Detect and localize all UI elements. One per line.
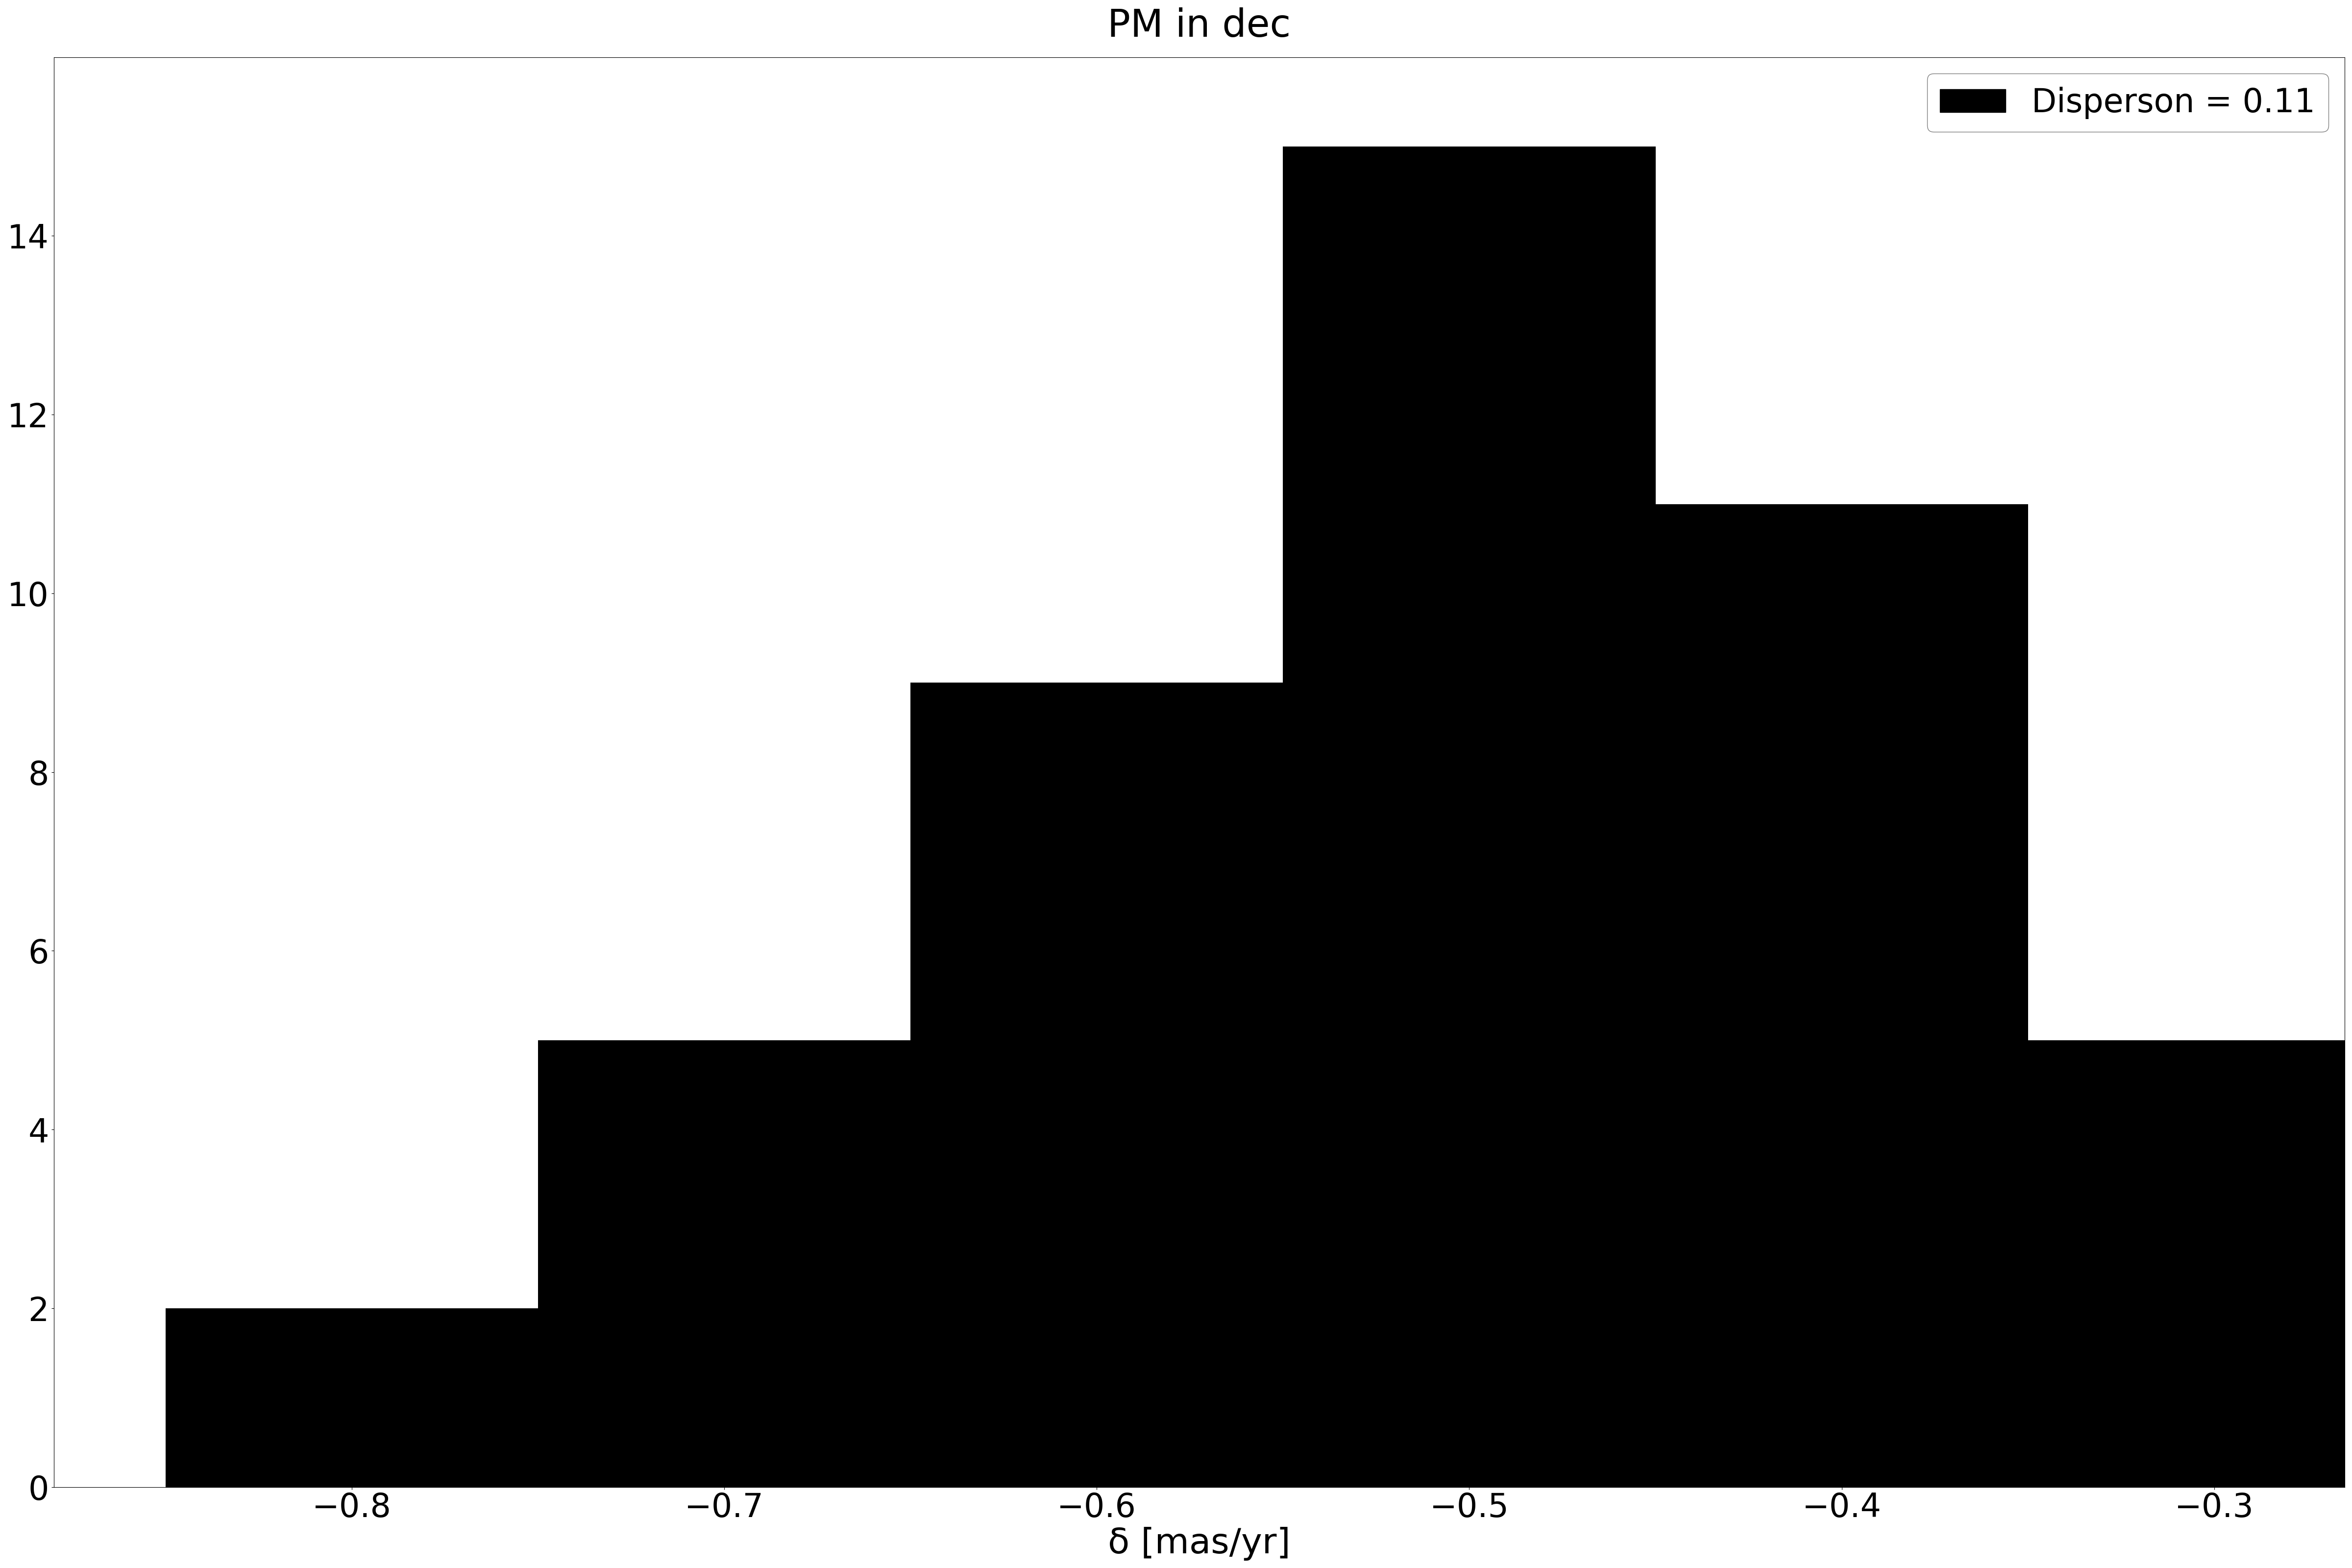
Bar xyxy=(2027,1308,2352,1486)
Bar xyxy=(1656,1218,2027,1486)
Legend: Disperson = 0.11: Disperson = 0.11 xyxy=(1926,74,2328,132)
Title: PM in dec: PM in dec xyxy=(1108,8,1291,44)
X-axis label: δ [mas/yr]: δ [mas/yr] xyxy=(1108,1527,1291,1560)
